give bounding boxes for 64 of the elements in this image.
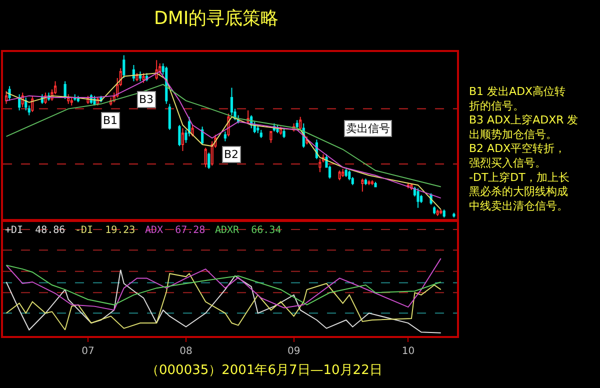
candlestick (4, 90, 8, 104)
candlestick (181, 128, 184, 152)
candlestick (368, 180, 370, 186)
annotation: B3 (139, 93, 154, 106)
candlestick (76, 95, 80, 103)
candlestick (132, 64, 136, 82)
candlestick (18, 94, 21, 111)
candlestick (138, 70, 142, 82)
candlestick (436, 208, 439, 216)
text: B1 发出ADX高位转折的信号。 (469, 85, 566, 112)
candlestick (31, 95, 34, 113)
candlestick (342, 168, 344, 178)
candlestick (433, 206, 436, 215)
candlestick (270, 131, 272, 144)
candlestick (374, 181, 377, 188)
candlestick (318, 158, 322, 173)
candlestick (246, 110, 250, 124)
candlestick (282, 128, 286, 139)
candlestick (361, 178, 364, 192)
candlestick (256, 124, 260, 134)
candlestick (224, 131, 226, 142)
candlestick (208, 152, 210, 170)
candlestick (191, 124, 194, 137)
candlestick (204, 147, 207, 168)
candlestick (348, 170, 351, 181)
candlestick (67, 94, 70, 104)
text: ADXR 66.34 (215, 225, 282, 236)
text: ADX 67.28 (145, 225, 206, 236)
x-tick-label: 07 (82, 346, 94, 358)
candlestick (344, 168, 348, 178)
candlestick (416, 188, 420, 208)
candlestick (299, 116, 302, 130)
candlestick (364, 178, 368, 186)
candlestick (276, 124, 279, 134)
annotation: B2 (224, 148, 239, 161)
candlestick (64, 80, 66, 100)
text: （000035）2001年6月7日—10月22日 (146, 363, 382, 378)
candlestick (440, 208, 442, 215)
candlestick (370, 180, 374, 186)
candlestick (155, 60, 158, 80)
candlestick (178, 124, 181, 147)
chart-title: DMI的寻底策略 (154, 8, 279, 29)
candlestick (8, 86, 11, 102)
text: B3 ADX上穿ADXR 发出顺势加仓信号。 (469, 114, 578, 141)
x-tick-label: 08 (180, 346, 192, 358)
text: -DI 19.23 (75, 225, 136, 236)
candlestick (260, 129, 262, 139)
candlestick (452, 212, 456, 218)
candlestick (70, 96, 73, 106)
x-tick-label: 10 (402, 346, 415, 358)
candlestick (442, 208, 446, 218)
text: B2 ADX平空转折，强烈买入信号。 (469, 142, 566, 170)
candlestick (122, 54, 126, 78)
candlestick (158, 62, 162, 76)
candlestick (168, 103, 171, 130)
x-tick-label: 09 (287, 346, 300, 358)
text: -DT上穿DT，加上长黑必杀的大阴线构成中线卖出清仓信号。 (469, 170, 570, 212)
candlestick (296, 120, 298, 129)
candlestick (142, 72, 145, 84)
candlestick (338, 170, 341, 181)
text: +DI 48.86 (5, 225, 66, 236)
candlestick (230, 87, 234, 116)
annotation: 卖出信号 (346, 122, 390, 135)
annotation: B1 (103, 114, 118, 127)
